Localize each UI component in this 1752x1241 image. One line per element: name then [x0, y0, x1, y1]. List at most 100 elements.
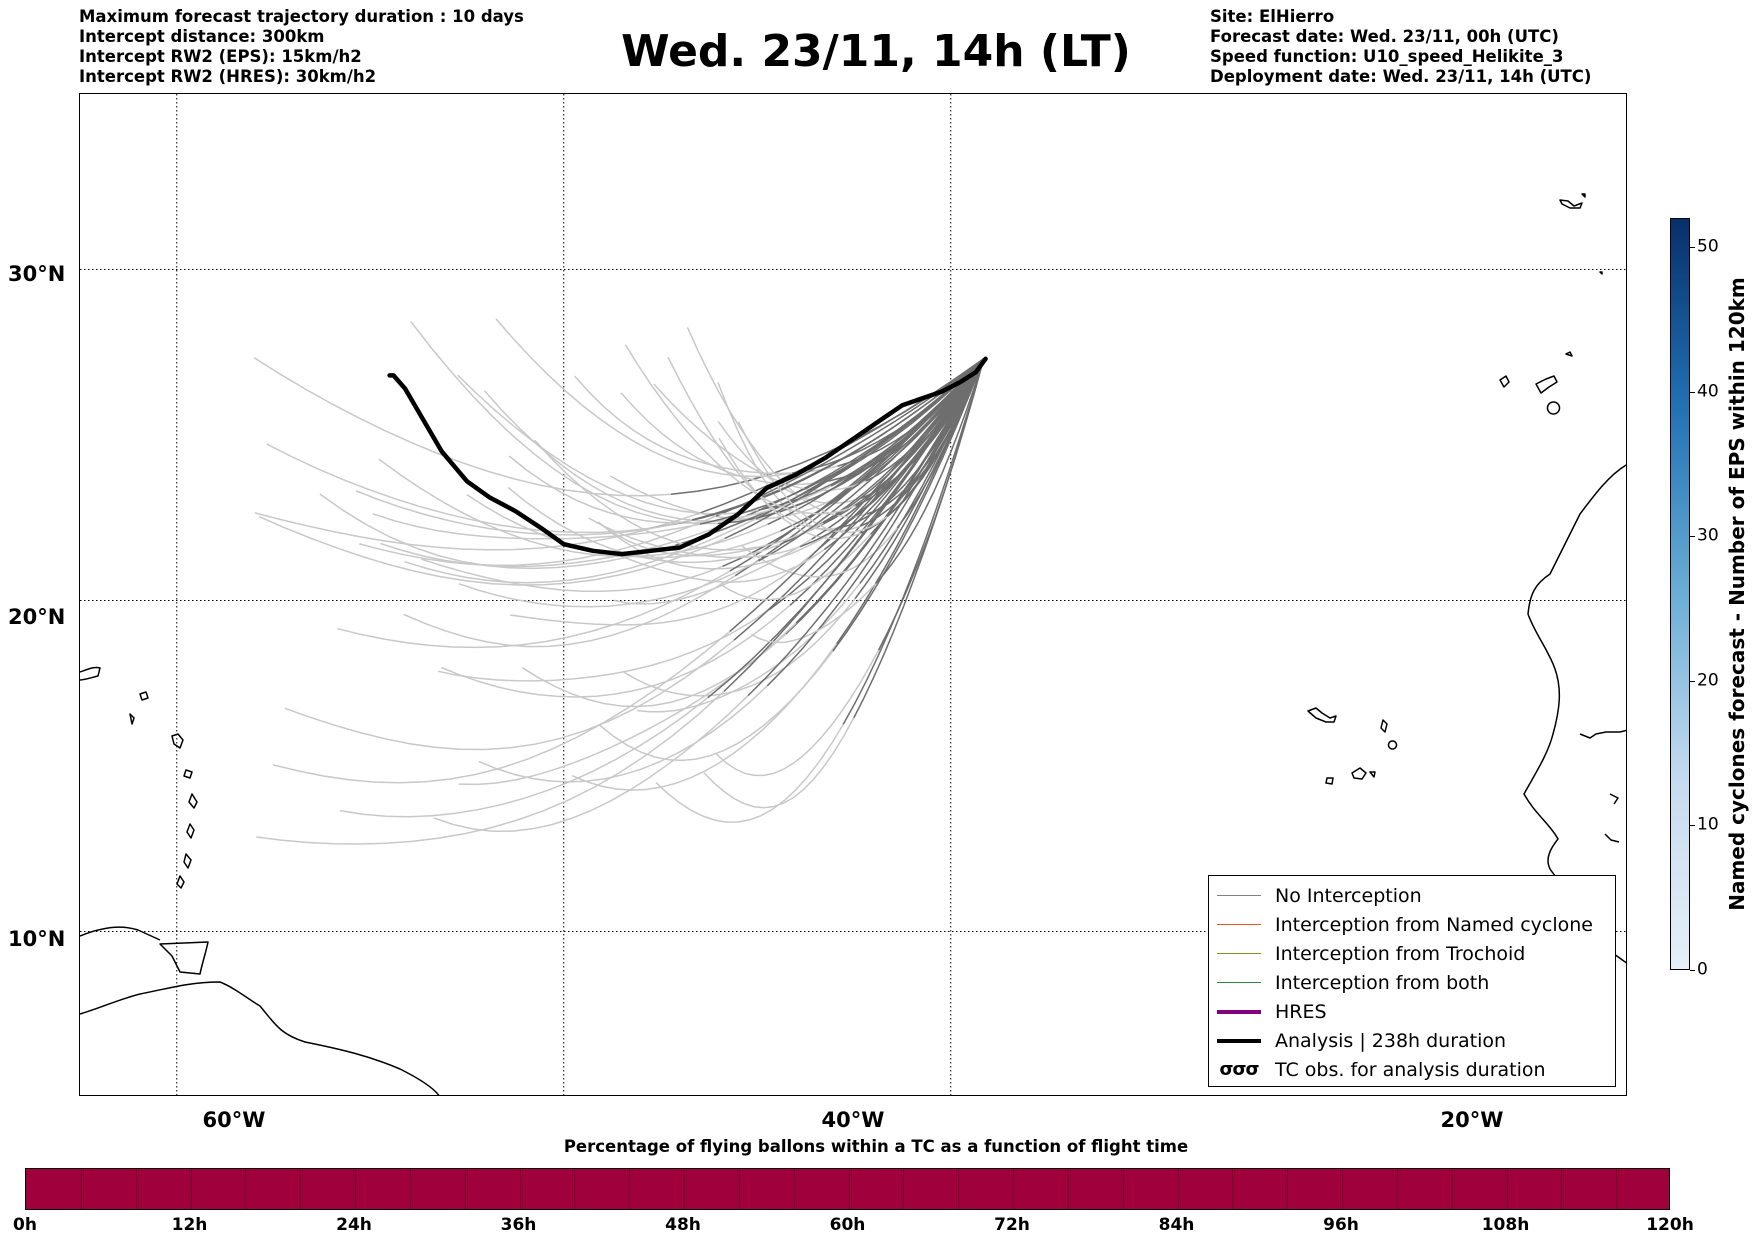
coast-venezuela-islands: [80, 926, 161, 941]
eps-colorbar-label: Named cyclones forecast - Number of EPS …: [1725, 277, 1749, 911]
eps-tick-mark: [1690, 680, 1695, 682]
trajectory-line: [624, 344, 856, 515]
lat-label-30n: 30°N: [8, 262, 66, 286]
info-max-duration: Maximum forecast trajectory duration : 1…: [79, 7, 524, 26]
trajectory-line: [337, 570, 731, 649]
pct-bar-division: [574, 1169, 576, 1209]
pct-tick-label: 120h: [1646, 1215, 1694, 1235]
pct-bar-division: [135, 1169, 137, 1209]
page-title: Wed. 23/11, 14h (LT): [621, 26, 1131, 77]
analysis-track: [387, 356, 988, 557]
pct-bar-division: [245, 1169, 247, 1209]
trajectory-line: [441, 604, 791, 698]
legend-line-swatch: [1217, 1009, 1261, 1014]
trajectory-line: [534, 439, 824, 551]
legend-line-swatch: [1217, 952, 1261, 955]
trajectory-line: [410, 321, 718, 525]
pct-tick-label: 60h: [829, 1215, 866, 1235]
trajectory-line: [613, 538, 813, 605]
eps-tick-label: 10: [1697, 814, 1719, 835]
trajectory-line: [853, 358, 985, 719]
legend-line-swatch: [1217, 894, 1261, 897]
pct-bar-division: [1616, 1169, 1618, 1209]
trajectory-line: [686, 327, 868, 518]
eps-tick-label: 20: [1697, 670, 1719, 691]
pct-bar-division: [1013, 1169, 1014, 1209]
trajectory-line: [509, 552, 815, 626]
pct-tick-label: 84h: [1158, 1215, 1195, 1235]
ensemble-trajectories: [253, 318, 985, 845]
info-deployment-date: Deployment date: Wed. 23/11, 14h (UTC): [1210, 67, 1592, 86]
pct-bar-division: [738, 1169, 740, 1209]
pct-bar-division: [848, 1169, 850, 1209]
tc-symbol-icon: σσσ: [1219, 1059, 1259, 1080]
pct-tick-label: 12h: [171, 1215, 208, 1235]
trajectory-line: [758, 358, 985, 562]
lat-label-20n: 20°N: [8, 605, 66, 629]
trajectory-line: [785, 358, 985, 635]
pct-tick-label: 36h: [500, 1215, 537, 1235]
trajectory-line: [378, 458, 768, 558]
trajectory-line: [718, 437, 862, 540]
pct-bar-division: [1396, 1169, 1398, 1209]
trajectory-line: [253, 357, 672, 497]
coast-cape-verde: [1307, 707, 1398, 785]
trajectory-line: [403, 575, 736, 648]
pct-bar-division: [519, 1169, 521, 1209]
trajectory-line: [729, 358, 985, 632]
trajectory-line: [611, 548, 825, 583]
trajectory-line: [355, 490, 693, 536]
pct-bar-division: [300, 1169, 302, 1209]
legend-label: Interception from Named cyclone: [1275, 913, 1593, 936]
trajectory-line: [750, 582, 877, 644]
info-intercept-distance: Intercept distance: 300km: [79, 27, 325, 46]
pct-bar-division: [958, 1169, 960, 1209]
trajectory-line: [715, 649, 880, 777]
trajectory-line: [741, 527, 898, 578]
legend-item-no-interception: No Interception: [1209, 881, 1615, 910]
graticule: [80, 94, 1626, 1095]
trajectory-line: [609, 475, 838, 521]
pct-tick-label: 72h: [994, 1215, 1030, 1235]
coast-madeira: [1559, 193, 1603, 275]
trajectory-line: [404, 518, 757, 584]
trajectory-line: [717, 420, 861, 504]
trajectory-line: [637, 582, 861, 713]
pct-tick-label: 48h: [665, 1215, 701, 1235]
pct-bar-division: [629, 1169, 631, 1209]
legend-item-both: Interception from both: [1209, 968, 1615, 997]
info-intercept-rw2-hres: Intercept RW2 (HRES): 30km/h2: [79, 67, 377, 86]
trajectory-line: [478, 685, 768, 783]
eps-tick-label: 0: [1697, 959, 1708, 980]
pct-bar-division: [355, 1169, 356, 1209]
trajectory-line: [830, 358, 985, 487]
pct-bar-division: [190, 1169, 192, 1209]
eps-tick-mark: [1690, 246, 1695, 248]
info-left-block: Maximum forecast trajectory duration : 1…: [79, 7, 524, 87]
info-intercept-rw2-eps: Intercept RW2 (EPS): 15km/h2: [79, 47, 362, 66]
eps-tick-label: 50: [1697, 236, 1719, 257]
lon-label-20w: 20°W: [1440, 1108, 1504, 1132]
trajectory-line: [723, 358, 985, 693]
trajectory-line: [258, 515, 726, 586]
info-site: Site: ElHierro: [1210, 7, 1335, 26]
pct-bar-division: [1287, 1169, 1289, 1209]
trajectory-line: [272, 630, 731, 784]
pct-bar-division: [1122, 1169, 1124, 1209]
legend-item-named-cyclone: Interception from Named cyclone: [1209, 910, 1615, 939]
trajectory-line: [667, 357, 838, 530]
trajectory-line: [855, 358, 985, 507]
pct-tick-label: 0h: [13, 1215, 37, 1235]
analysis-line: [387, 356, 988, 557]
info-right-block: Site: ElHierro Forecast date: Wed. 23/11…: [1210, 7, 1591, 87]
pct-bar-division: [1177, 1169, 1179, 1209]
legend-label: No Interception: [1275, 884, 1422, 907]
legend-label: TC obs. for analysis duration: [1275, 1058, 1546, 1081]
pct-colorbar-title: Percentage of flying ballons within a TC…: [563, 1137, 1189, 1156]
eps-colorbar: [1670, 218, 1690, 970]
trajectory-line: [495, 318, 793, 478]
legend-label: HRES: [1275, 1000, 1327, 1023]
trajectory-line: [719, 533, 872, 601]
trajectory-line: [256, 690, 725, 845]
legend-label: Interception from Trochoid: [1275, 942, 1526, 965]
